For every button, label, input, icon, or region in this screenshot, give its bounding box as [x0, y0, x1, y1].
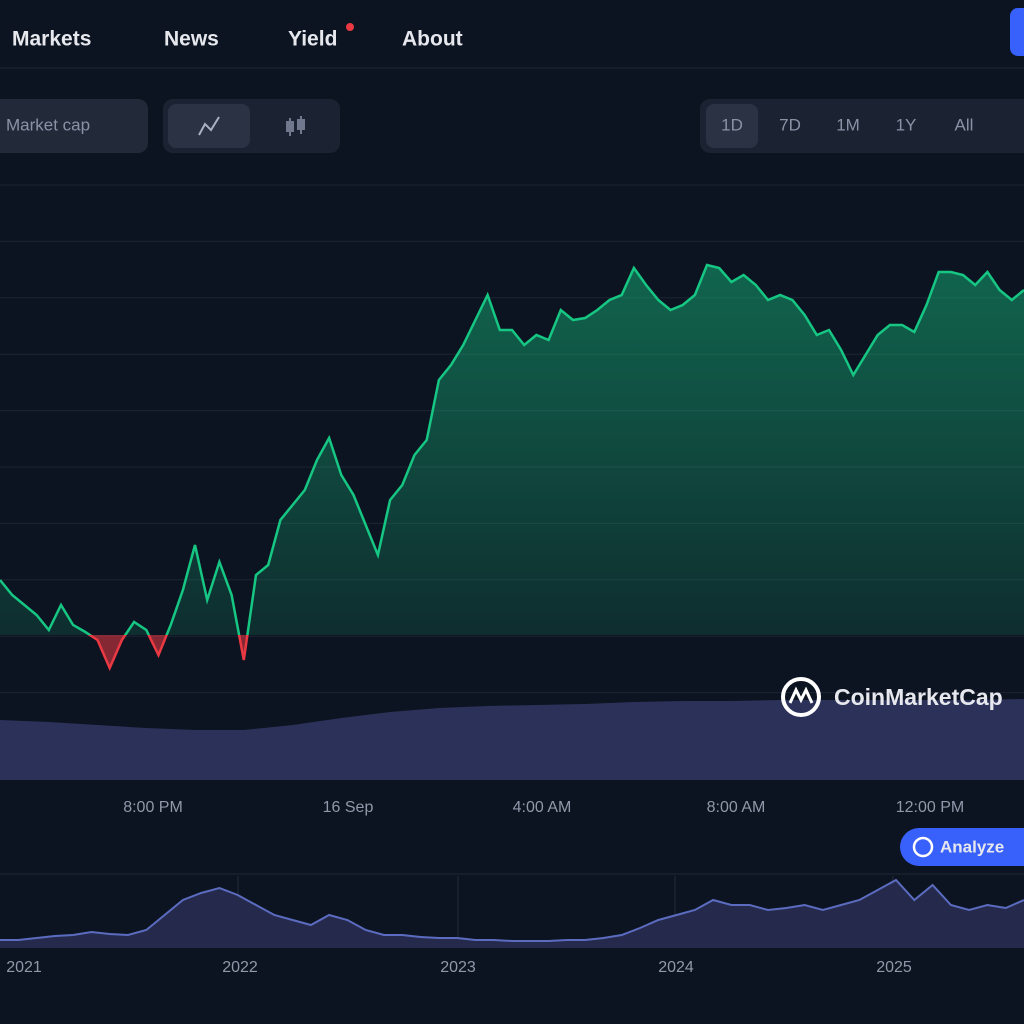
overview-area	[0, 880, 1024, 948]
volume-area	[0, 699, 1024, 780]
top-button[interactable]	[1010, 8, 1024, 56]
down-fill	[0, 635, 1024, 668]
x-tick-label: 8:00 PM	[123, 799, 183, 816]
x-tick-label: 12:00 PM	[896, 799, 964, 816]
nav-item[interactable]: News	[164, 28, 219, 51]
overview-line	[0, 878, 1024, 942]
range-button[interactable]: 7D	[779, 115, 801, 134]
x-tick-label: 16 Sep	[323, 799, 374, 816]
range-group	[700, 99, 1024, 153]
year-label: 2021	[6, 959, 42, 976]
line-icon	[198, 116, 220, 136]
year-label: 2025	[876, 959, 912, 976]
nav-item[interactable]: Yield	[288, 28, 337, 51]
nav-item[interactable]: About	[402, 28, 463, 51]
nav-item[interactable]: Markets	[12, 28, 91, 51]
analyze-label: Analyze	[940, 837, 1004, 856]
year-label: 2024	[658, 959, 694, 976]
analyze-button[interactable]	[900, 828, 1024, 866]
year-label: 2022	[222, 959, 258, 976]
range-button[interactable]: 1D	[721, 115, 743, 134]
badge	[346, 23, 354, 31]
range-button[interactable]: 1Y	[896, 115, 917, 134]
watermark-text: CoinMarketCap	[834, 684, 1003, 710]
range-button[interactable]: 1M	[836, 115, 860, 134]
analyze-icon	[912, 836, 934, 858]
range-active	[706, 104, 758, 148]
range-button[interactable]: All	[955, 115, 974, 134]
metric-label: Market cap	[6, 115, 90, 134]
line-view[interactable]	[168, 104, 250, 148]
x-tick-label: 4:00 AM	[513, 799, 572, 816]
area-fill	[0, 265, 1024, 635]
price-line	[0, 263, 1024, 635]
candle-icon[interactable]	[286, 116, 305, 136]
metric-button[interactable]	[0, 99, 148, 153]
x-tick-label: 8:00 AM	[707, 799, 766, 816]
watermark: CoinMarketCap	[781, 677, 1003, 717]
year-label: 2023	[440, 959, 476, 976]
